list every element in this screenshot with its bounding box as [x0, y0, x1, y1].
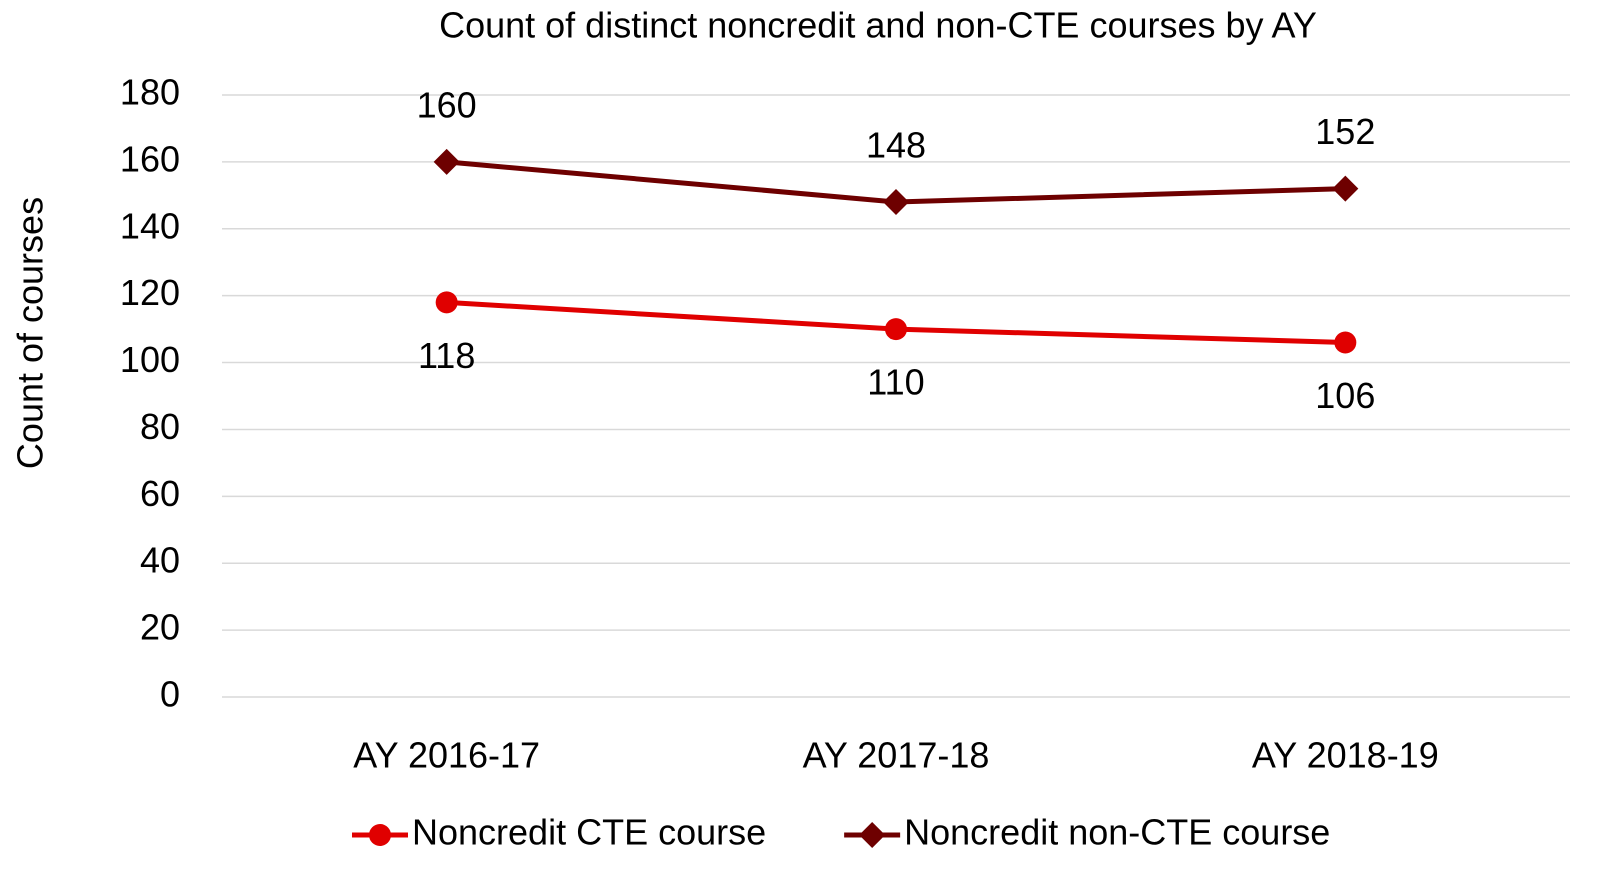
data-label: 110	[867, 362, 924, 403]
y-axis-label: Count of courses	[10, 197, 51, 469]
marker	[435, 291, 458, 314]
x-tick-label: AY 2016-17	[353, 735, 540, 776]
x-tick-label: AY 2017-18	[803, 735, 990, 776]
y-tick-label: 100	[120, 339, 180, 380]
y-tick-label: 180	[120, 72, 180, 113]
marker	[859, 822, 886, 848]
y-tick-label: 140	[120, 205, 180, 246]
y-tick-label: 60	[140, 473, 180, 514]
marker	[883, 189, 909, 216]
data-label: 118	[418, 335, 475, 376]
y-tick-label: 160	[120, 138, 180, 179]
data-label: 152	[1315, 111, 1375, 152]
y-tick-label: 40	[140, 540, 180, 581]
marker	[433, 148, 460, 175]
legend-label: Noncredit non-CTE course	[904, 812, 1330, 853]
chart-title: Count of distinct noncredit and non-CTE …	[439, 5, 1317, 46]
marker	[1332, 175, 1359, 202]
y-tick-label: 0	[160, 674, 180, 715]
y-tick-label: 80	[140, 406, 180, 447]
y-tick-label: 20	[140, 607, 180, 648]
x-tick-label: AY 2018-19	[1252, 735, 1439, 776]
data-label: 106	[1315, 375, 1375, 416]
y-tick-label: 120	[120, 272, 180, 313]
data-label: 160	[417, 84, 477, 125]
marker	[1334, 331, 1357, 354]
marker	[369, 824, 391, 846]
data-label: 148	[866, 125, 926, 166]
marker	[885, 318, 907, 341]
legend-label: Noncredit CTE course	[412, 812, 766, 853]
